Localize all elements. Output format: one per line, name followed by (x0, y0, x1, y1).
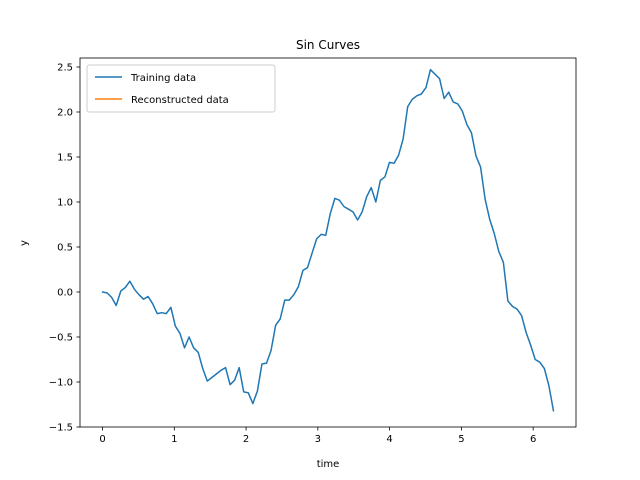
axis-ticks: 0 1 2 3 4 5 6 −1.5 −1.0 −0.5 0.0 0.5 1.0 1.5 2.0 2.5 (49, 63, 537, 446)
y-tick-label: 2.0 (57, 108, 73, 119)
y-tick-label: −1.0 (49, 378, 73, 389)
x-tick-label: 4 (386, 434, 392, 445)
y-tick-label: 0.5 (57, 243, 73, 254)
series-line-0 (101, 68, 555, 412)
series-lines (101, 68, 555, 412)
y-tick-label: 1.0 (57, 198, 73, 209)
legend-label-0: Training data (130, 73, 196, 84)
y-tick-label: 1.5 (57, 153, 73, 164)
x-tick-label: 5 (458, 434, 464, 445)
y-tick-label: −1.5 (49, 423, 73, 434)
axes-frame (79, 57, 577, 428)
x-tick-label: 6 (530, 434, 536, 445)
x-tick-label: 1 (171, 434, 177, 445)
legend-label-1: Reconstructed data (131, 95, 229, 106)
y-tick-label: −0.5 (49, 333, 73, 344)
x-tick-label: 0 (99, 434, 105, 445)
y-tick-label: 0.0 (57, 288, 73, 299)
legend-box (86, 64, 276, 113)
x-tick-label: 3 (315, 434, 321, 445)
y-axis-label: y (19, 240, 30, 246)
plot-area (79, 57, 577, 428)
x-axis-label: time (317, 459, 340, 470)
x-tick-label: 2 (243, 434, 249, 445)
legend: Training data Reconstructed data (86, 64, 276, 113)
y-tick-label: 2.5 (57, 63, 73, 74)
chart-title: Sin Curves (296, 38, 360, 52)
